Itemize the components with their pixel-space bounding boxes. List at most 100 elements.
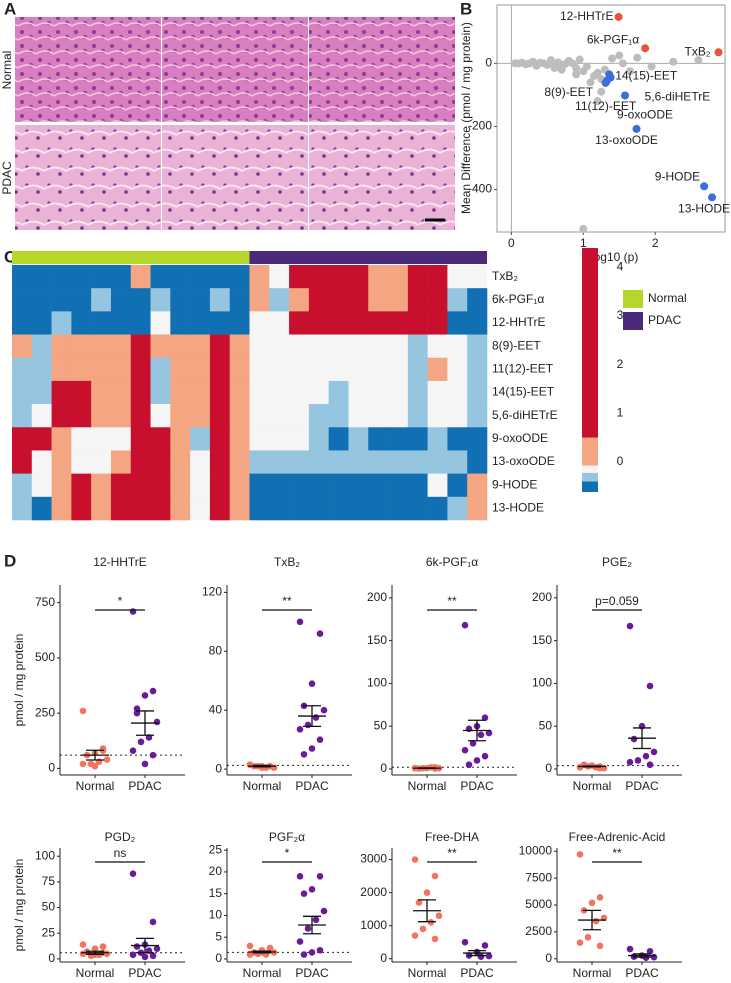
- panel-title: PGF₂α: [269, 830, 305, 844]
- heatmap-cell: [12, 334, 33, 359]
- column-group-bar: [12, 251, 250, 264]
- histology-image: [309, 17, 455, 122]
- heatmap-cell: [130, 265, 151, 289]
- y-tick-label: 150: [367, 633, 387, 647]
- x-tick-label: Normal: [76, 966, 115, 980]
- heatmap-cell: [269, 404, 290, 428]
- heatmap-cell: [209, 427, 231, 451]
- point: [626, 758, 634, 766]
- significance-label: **: [612, 846, 622, 860]
- point: [477, 731, 485, 739]
- point: [435, 912, 443, 920]
- heatmap-cell: [12, 473, 33, 498]
- y-tick-label: 40: [209, 702, 223, 716]
- point: [427, 919, 435, 926]
- point: [632, 124, 641, 133]
- heatmap-cell: [71, 357, 92, 382]
- heatmap-cell: [170, 265, 191, 289]
- heatmap-cell: [51, 450, 72, 474]
- heatmap-cell: [447, 357, 468, 382]
- point: [621, 91, 630, 100]
- point: [137, 738, 145, 746]
- heatmap-cell: [368, 427, 389, 451]
- heatmap-cell: [209, 311, 231, 335]
- heatmap-cell: [308, 357, 329, 382]
- heatmap-cell: [170, 288, 191, 312]
- point: [149, 751, 157, 759]
- heatmap-cell: [388, 288, 409, 312]
- point: [593, 68, 602, 77]
- panel-letter: B: [460, 0, 472, 18]
- heatmap-cell: [31, 311, 52, 335]
- point: [615, 51, 624, 60]
- panel-title: 6k-PGF₁α: [426, 555, 478, 569]
- heatmap-cell: [249, 265, 270, 289]
- y-tick-label: 2000: [360, 885, 387, 899]
- point: [597, 87, 606, 96]
- x-tick-label: 2: [652, 236, 659, 250]
- y-tick-label: 150: [532, 633, 552, 647]
- heatmap-cell: [91, 473, 112, 498]
- heatmap-cell: [308, 404, 329, 428]
- heatmap-cell: [328, 334, 349, 359]
- point-label: 9-HODE: [655, 169, 700, 183]
- x-tick-label: PDAC: [128, 966, 162, 980]
- significance-label: **: [282, 594, 292, 608]
- heatmap-cell: [31, 380, 52, 405]
- heatmap-cell: [348, 404, 369, 428]
- heatmap-cell: [91, 265, 112, 289]
- heatmap-cell: [348, 311, 369, 335]
- x-tick-label: Normal: [573, 779, 612, 793]
- point: [316, 872, 324, 880]
- heatmap-cell: [249, 288, 270, 312]
- point: [593, 97, 602, 106]
- point: [304, 721, 312, 729]
- heatmap-cell: [150, 450, 171, 474]
- heatmap-cell: [51, 380, 72, 405]
- point: [308, 745, 316, 752]
- heatmap-cell: [368, 288, 389, 312]
- y-tick-label: 0: [215, 761, 222, 775]
- heatmap-cell: [407, 265, 428, 289]
- heatmap-cell: [150, 380, 171, 405]
- heatmap-cell: [229, 404, 250, 428]
- heatmap-cell: [190, 265, 211, 289]
- significance-label: **: [447, 594, 457, 608]
- y-tick-label: 0: [48, 951, 55, 965]
- x-tick-label: PDAC: [460, 779, 494, 793]
- heatmap-cell: [447, 380, 468, 405]
- heatmap-cell: [368, 311, 389, 335]
- point: [461, 938, 469, 946]
- heatmap-cell: [447, 311, 468, 335]
- point: [246, 942, 254, 950]
- heatmap-cell: [388, 380, 409, 405]
- heatmap-cell: [289, 473, 310, 498]
- heatmap-cell: [467, 380, 488, 405]
- heatmap-cell: [229, 288, 250, 312]
- point: [133, 943, 141, 950]
- heatmap-cell: [447, 404, 468, 428]
- point: [431, 935, 439, 943]
- heatmap-cell: [12, 265, 33, 289]
- heatmap-cell: [427, 404, 448, 428]
- heatmap-cell: [209, 357, 231, 382]
- heatmap-cell: [368, 496, 389, 521]
- point: [641, 44, 650, 53]
- heatmap-cell: [170, 311, 191, 335]
- point: [296, 618, 304, 626]
- plot-frame: [496, 4, 726, 233]
- point: [592, 917, 600, 925]
- heatmap-cell: [328, 450, 349, 474]
- heatmap-cell: [51, 404, 72, 428]
- heatmap-cell: [269, 288, 290, 312]
- heatmap-cell: [71, 473, 92, 498]
- panel-title: PGE₂: [602, 555, 632, 569]
- row-label: 9-oxoODE: [492, 431, 548, 445]
- row-label: 9-HODE: [492, 477, 537, 491]
- point: [694, 56, 703, 65]
- heatmap-cell: [91, 427, 112, 451]
- colorbar-band: [582, 481, 598, 492]
- point: [646, 682, 654, 690]
- point: [141, 760, 149, 768]
- row-label: 8(9)-EET: [492, 338, 541, 352]
